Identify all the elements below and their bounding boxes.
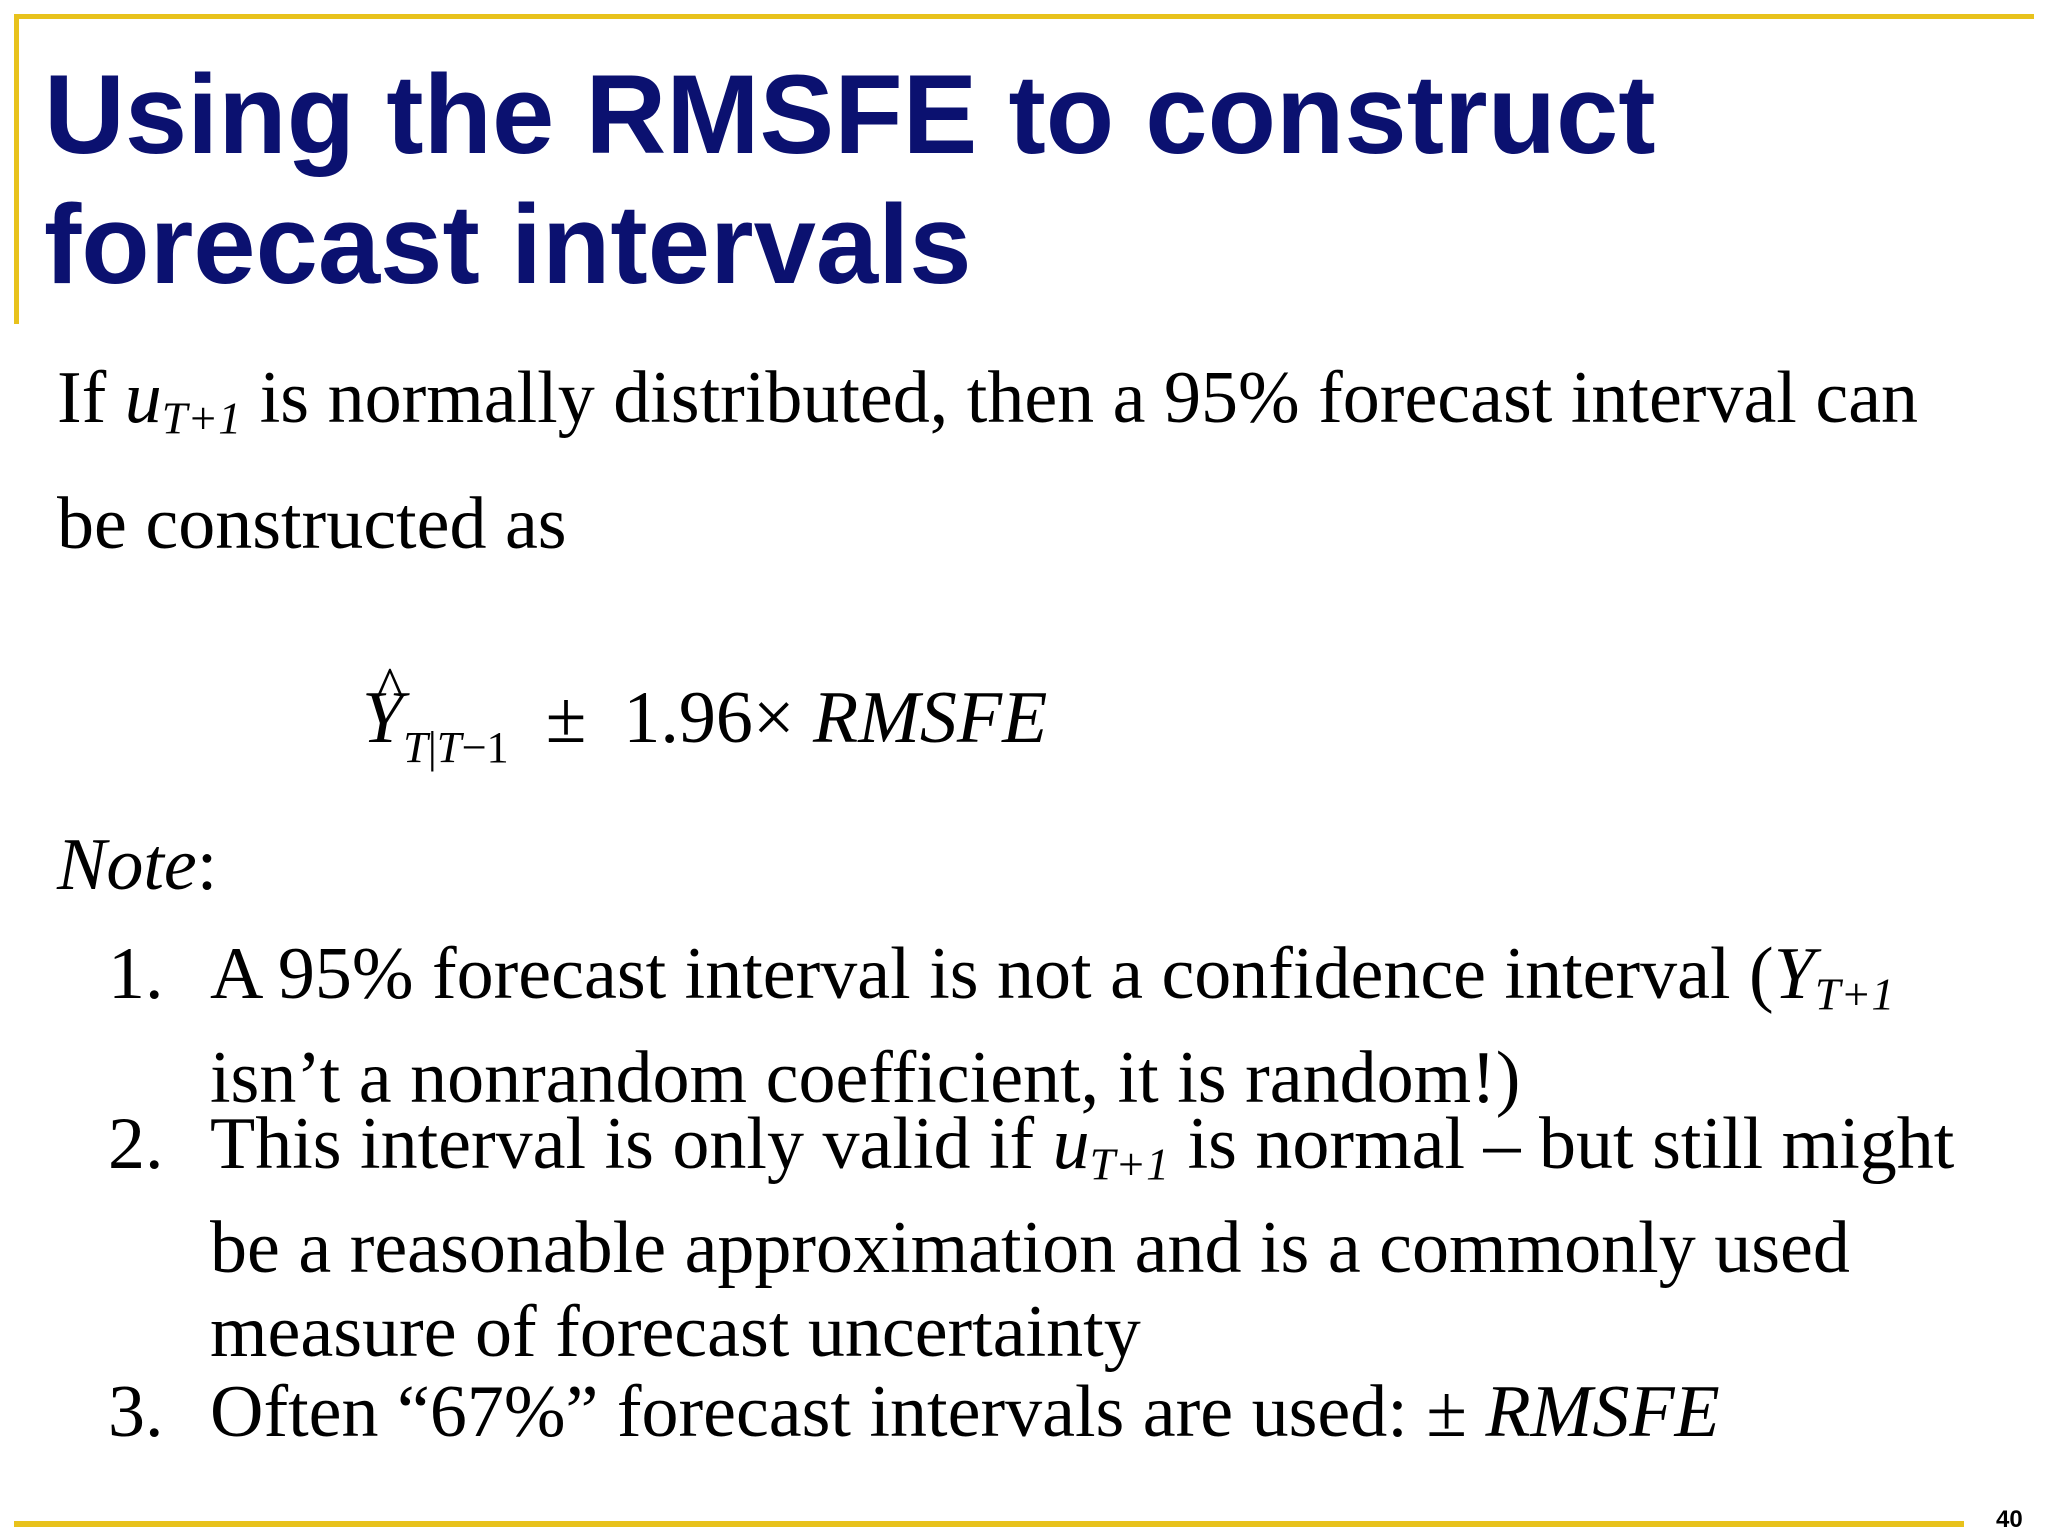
intro-line-2: be constructed as (57, 483, 567, 566)
rmsfe-term: RMSFE (813, 677, 1048, 759)
note-heading: Note: (57, 824, 218, 906)
intro-u-variable: uT+1 (124, 357, 242, 444)
item-text: Often “67%” forecast intervals are used:… (210, 1371, 1720, 1453)
intro-line-1-text: is normally distributed, then a 95% fore… (259, 357, 1919, 439)
top-rule (14, 14, 2034, 19)
bottom-rule (14, 1521, 1964, 1527)
left-rule (14, 14, 19, 324)
plus-minus-sign: ± (545, 677, 587, 759)
page-number: 40 (1996, 1506, 2023, 1533)
title-line-1: Using the RMSFE to construct (44, 52, 1656, 177)
note-label: Note (57, 824, 197, 906)
item-number: 3. (108, 1371, 164, 1453)
intro-word-if: If (57, 357, 107, 439)
y-hat-subscript: T|T−1 (403, 721, 509, 772)
intro-u-subscript: T+1 (161, 392, 242, 444)
item-text: A 95% forecast interval is not a confide… (210, 933, 1895, 1120)
item-text: This interval is only valid if uT+1 is n… (210, 1103, 1955, 1374)
hat-accent: ^ (376, 655, 404, 721)
y-hat-symbol: ^ Y (362, 655, 404, 768)
forecast-interval-formula: ^ YT|T−1 ± 1.96× RMSFE (362, 655, 1048, 797)
item-number: 1. (108, 933, 164, 1015)
slide-title: Using the RMSFE to construct forecast in… (44, 50, 1656, 310)
item-number: 2. (108, 1103, 164, 1185)
intro-paragraph: If uT+1 is normally distributed, then a … (57, 345, 1977, 577)
coefficient: 1.96× (623, 677, 795, 759)
title-line-2: forecast intervals (44, 182, 972, 307)
intro-line-1: If uT+1 is normally distributed, then a … (57, 345, 1977, 471)
